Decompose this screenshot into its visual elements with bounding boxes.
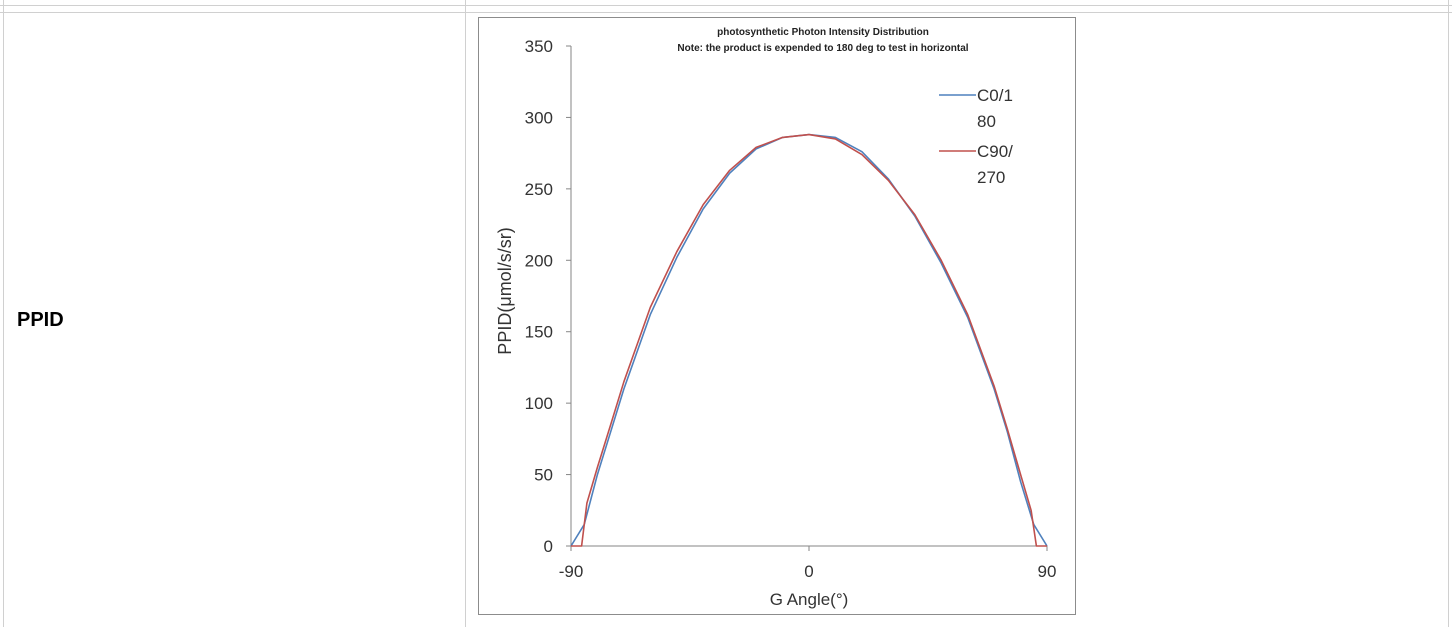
y-tick-label: 250: [525, 180, 553, 199]
y-tick-label: 200: [525, 251, 553, 270]
series-line-1: [571, 133, 1047, 547]
x-axis-ticks: -90 0 90: [559, 546, 1057, 581]
x-tick-label: 0: [804, 562, 813, 581]
y-tick-label: 300: [525, 108, 553, 127]
y-axis-ticks: 0 50 100 150 200 250 300 350: [525, 37, 571, 556]
x-tick-label: -90: [559, 562, 584, 581]
table-left-border: [3, 0, 4, 627]
y-tick-label: 50: [534, 466, 553, 485]
x-tick-label: 90: [1038, 562, 1057, 581]
row-label-ppid: PPID: [17, 309, 64, 331]
legend-label-1: 270: [977, 168, 1005, 187]
series-lines: [570, 133, 1048, 547]
chart-legend: C0/1 80 C90/270: [939, 86, 1013, 187]
y-tick-label: 350: [525, 37, 553, 56]
table-row-border: [0, 12, 1452, 13]
chart-subtitle: Note: the product is expended to 180 deg…: [677, 43, 968, 54]
ppid-chart: photosynthetic Photon Intensity Distribu…: [478, 17, 1076, 615]
table-top-border: [0, 5, 1452, 6]
chart-svg: photosynthetic Photon Intensity Distribu…: [495, 27, 1057, 609]
y-tick-label: 100: [525, 394, 553, 413]
x-axis-label: G Angle(°): [770, 590, 849, 609]
y-axis-label: PPID(μmol/s/sr): [495, 227, 515, 354]
legend-label-1: C90/: [977, 142, 1013, 161]
y-tick-label: 0: [544, 537, 553, 556]
y-tick-label: 150: [525, 323, 553, 342]
legend-label-0: C0/1: [977, 86, 1013, 105]
table-column-divider: [465, 0, 466, 627]
chart-title: photosynthetic Photon Intensity Distribu…: [717, 27, 929, 38]
table-right-border: [1448, 0, 1449, 627]
series-line-0: [570, 133, 1048, 547]
legend-label-0: 80: [977, 112, 996, 131]
